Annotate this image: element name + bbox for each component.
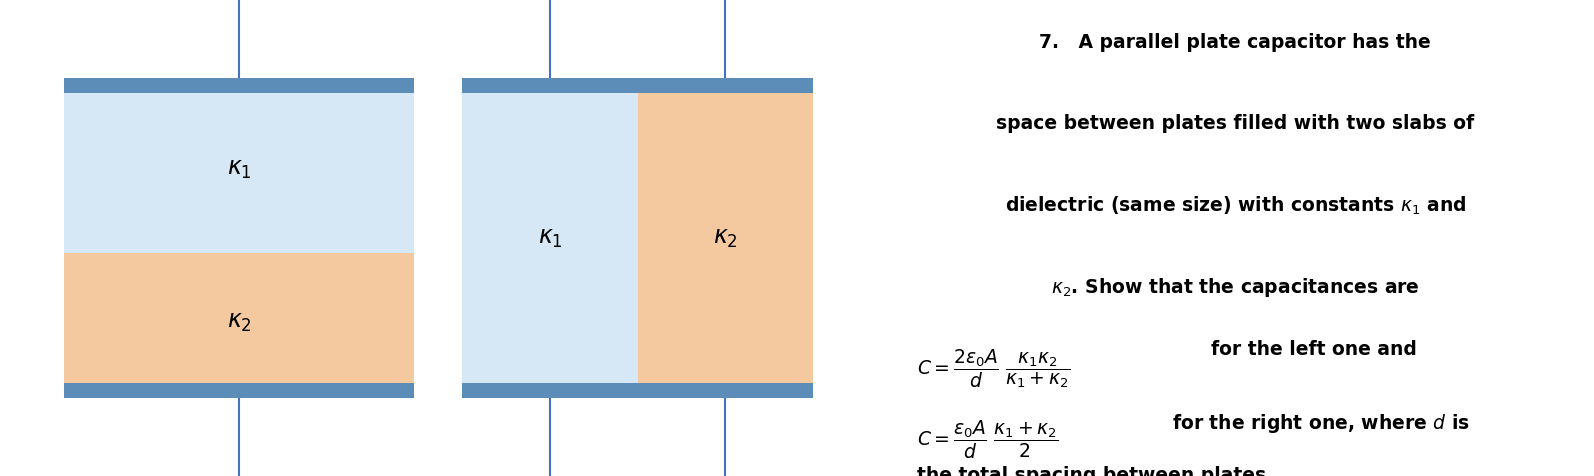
Bar (64, 253, 414, 390)
Bar (64, 86, 414, 253)
Bar (64, 78, 414, 93)
Text: dielectric (same size) with constants $\mathit{\kappa}_1$ and: dielectric (same size) with constants $\… (1004, 195, 1466, 218)
Text: $\mathit{\kappa}_1$: $\mathit{\kappa}_1$ (226, 158, 252, 181)
Text: $C = \dfrac{2\varepsilon_0 A}{d}\ \dfrac{\kappa_1 \kappa_2}{\kappa_1+\kappa_2}$: $C = \dfrac{2\varepsilon_0 A}{d}\ \dfrac… (917, 347, 1070, 390)
Text: for the left one and: for the left one and (1211, 340, 1417, 359)
Text: $C = \dfrac{\varepsilon_0 A}{d}\ \dfrac{\kappa_1+\kappa_2}{2}$: $C = \dfrac{\varepsilon_0 A}{d}\ \dfrac{… (917, 419, 1058, 461)
Bar (462, 86, 638, 390)
Text: space between plates filled with two slabs of: space between plates filled with two sla… (996, 114, 1474, 133)
Bar (64, 383, 414, 398)
Text: $\mathit{\kappa}_2$: $\mathit{\kappa}_2$ (226, 310, 252, 334)
Bar (638, 86, 813, 390)
Text: $\mathit{\kappa}_2$. Show that the capacitances are: $\mathit{\kappa}_2$. Show that the capac… (1050, 276, 1420, 299)
Bar (462, 78, 813, 93)
Text: the total spacing between plates.: the total spacing between plates. (917, 466, 1272, 476)
Text: $\mathit{\kappa}_2$: $\mathit{\kappa}_2$ (713, 226, 738, 250)
Bar (462, 383, 813, 398)
Text: 7.   A parallel plate capacitor has the: 7. A parallel plate capacitor has the (1039, 33, 1431, 52)
Text: $\mathit{\kappa}_1$: $\mathit{\kappa}_1$ (537, 226, 563, 250)
Text: for the right one, where $\mathit{d}$ is: for the right one, where $\mathit{d}$ is (1172, 412, 1470, 435)
